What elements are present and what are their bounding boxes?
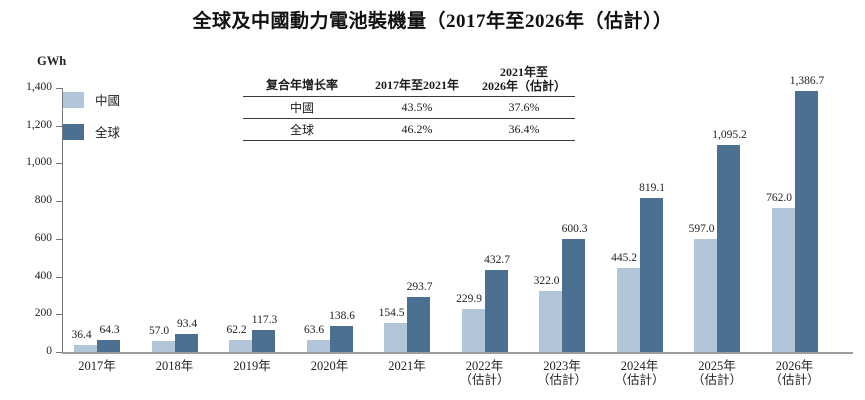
legend-label-china: 中國 xyxy=(95,94,121,108)
y-axis-tick-label: 1,400 xyxy=(26,81,52,93)
x-axis-label-0: 2017年 xyxy=(78,359,116,373)
y-axis-tick xyxy=(56,352,62,353)
bar-global-2 xyxy=(252,329,275,352)
bar-global-6 xyxy=(562,238,585,352)
y-axis-tick-label: 200 xyxy=(34,307,52,320)
x-axis-label-1: 2018年 xyxy=(155,359,194,373)
legend-item-global: 全球 xyxy=(63,122,120,141)
bar-china-3 xyxy=(306,340,330,352)
cagr-row-china-label: 中國 xyxy=(289,101,314,115)
bar-value-label-global-8: 1,095.2 xyxy=(712,129,747,142)
legend-swatch-global xyxy=(63,123,84,140)
bar-global-3 xyxy=(329,325,353,352)
x-axis-label-5: 2022年 （估計） xyxy=(459,359,510,387)
cagr-header-period1: 2017年至2021年 xyxy=(374,78,459,92)
y-axis-tick xyxy=(56,163,62,165)
cagr-row-china: 中國 43.5% 37.6% xyxy=(243,97,575,119)
y-axis-tick-label: 1,000 xyxy=(26,156,52,169)
cagr-row-global-label: 全球 xyxy=(289,123,314,137)
bar-china-5 xyxy=(461,308,485,352)
bar-value-label-global-4: 293.7 xyxy=(406,280,433,293)
cagr-header-period2: 2021年至 2026年（估計） xyxy=(481,65,566,93)
bar-global-0 xyxy=(97,339,120,352)
bar-china-0 xyxy=(74,345,97,352)
bar-value-label-global-6: 600.3 xyxy=(561,222,588,235)
y-axis-tick-label: 800 xyxy=(34,194,52,207)
bar-value-label-china-7: 445.2 xyxy=(611,252,637,265)
y-axis-tick-label: 0 xyxy=(46,345,52,357)
bar-global-7 xyxy=(639,197,663,352)
bar-value-label-china-3: 63.6 xyxy=(303,324,325,336)
chart-title: 全球及中國動力電池裝機量（2017年至2026年（估計）） xyxy=(192,11,673,32)
y-axis-tick-label: 600 xyxy=(34,231,52,244)
x-axis-label-8: 2025年 （估計） xyxy=(691,359,742,387)
y-axis-tick-label: 400 xyxy=(34,269,52,282)
bar-china-6 xyxy=(539,291,562,352)
cagr-row-global-period1-value: 46.2% xyxy=(401,122,433,136)
x-axis-label-4: 2021年 xyxy=(388,359,426,373)
bar-value-label-global-0: 64.3 xyxy=(99,323,120,336)
cagr-table: 复合年增长率 2017年至2021年 2021年至 2026年（估計） 中國 4… xyxy=(243,65,575,141)
x-axis-label-6: 2023年 （估計） xyxy=(536,359,587,387)
legend-swatch-china xyxy=(63,91,84,108)
bar-value-label-china-2: 62.2 xyxy=(226,324,247,337)
bar-china-4 xyxy=(384,322,407,352)
bar-value-label-global-9: 1,386.7 xyxy=(789,74,825,87)
cagr-row-china-period2-value: 37.6% xyxy=(508,99,540,114)
bar-china-7 xyxy=(616,268,640,352)
bar-global-4 xyxy=(407,296,430,352)
bar-value-label-china-0: 36.4 xyxy=(71,329,92,342)
x-axis-label-3: 2020年 xyxy=(310,359,349,373)
bar-global-9 xyxy=(794,90,818,352)
bar-value-label-global-3: 138.6 xyxy=(329,309,355,322)
bar-value-label-china-8: 597.0 xyxy=(688,223,715,236)
bar-value-label-china-5: 229.9 xyxy=(456,292,482,305)
y-axis-tick-label: 1,200 xyxy=(26,118,52,131)
bar-global-8 xyxy=(717,145,740,352)
bar-value-label-china-1: 57.0 xyxy=(148,325,170,338)
y-axis-tick xyxy=(56,88,62,89)
y-axis-unit-label: GWh xyxy=(37,54,67,68)
bar-value-label-global-2: 117.3 xyxy=(251,313,278,326)
legend-item-china: 中國 xyxy=(63,90,120,109)
bar-china-8 xyxy=(694,239,717,352)
bar-value-label-china-9: 762.0 xyxy=(766,192,792,205)
bar-china-1 xyxy=(151,341,175,352)
bar-value-label-china-6: 322.0 xyxy=(533,275,560,288)
x-axis-label-7: 2024年 （估計） xyxy=(614,359,665,387)
x-axis-label-2: 2019年 xyxy=(233,359,271,373)
bar-value-label-global-7: 819.1 xyxy=(639,181,665,194)
bar-china-9 xyxy=(771,208,795,352)
x-axis-line xyxy=(62,352,853,354)
y-axis-tick xyxy=(56,314,62,316)
cagr-row-global-period2-value: 36.4% xyxy=(508,121,540,136)
bar-value-label-china-4: 154.5 xyxy=(378,306,405,319)
x-axis-label-9: 2026年 （估計） xyxy=(769,359,820,387)
y-axis-tick xyxy=(56,238,62,240)
cagr-header-metric: 复合年增长率 xyxy=(265,78,338,92)
legend-label-global: 全球 xyxy=(95,126,121,140)
bar-value-label-global-1: 93.4 xyxy=(176,318,198,331)
bar-global-1 xyxy=(174,334,198,352)
bar-global-5 xyxy=(484,270,508,352)
cagr-row-global: 全球 46.2% 36.4% xyxy=(243,119,575,141)
cagr-row-china-period1-value: 43.5% xyxy=(401,100,433,114)
bar-value-label-global-5: 432.7 xyxy=(484,254,510,267)
y-axis-line xyxy=(62,88,63,352)
cagr-table-header-row: 复合年增长率 2017年至2021年 2021年至 2026年（估計） xyxy=(243,65,575,97)
y-axis-tick xyxy=(56,276,62,278)
bar-china-2 xyxy=(229,340,252,352)
y-axis-tick xyxy=(56,125,62,127)
y-axis-tick xyxy=(56,201,62,203)
